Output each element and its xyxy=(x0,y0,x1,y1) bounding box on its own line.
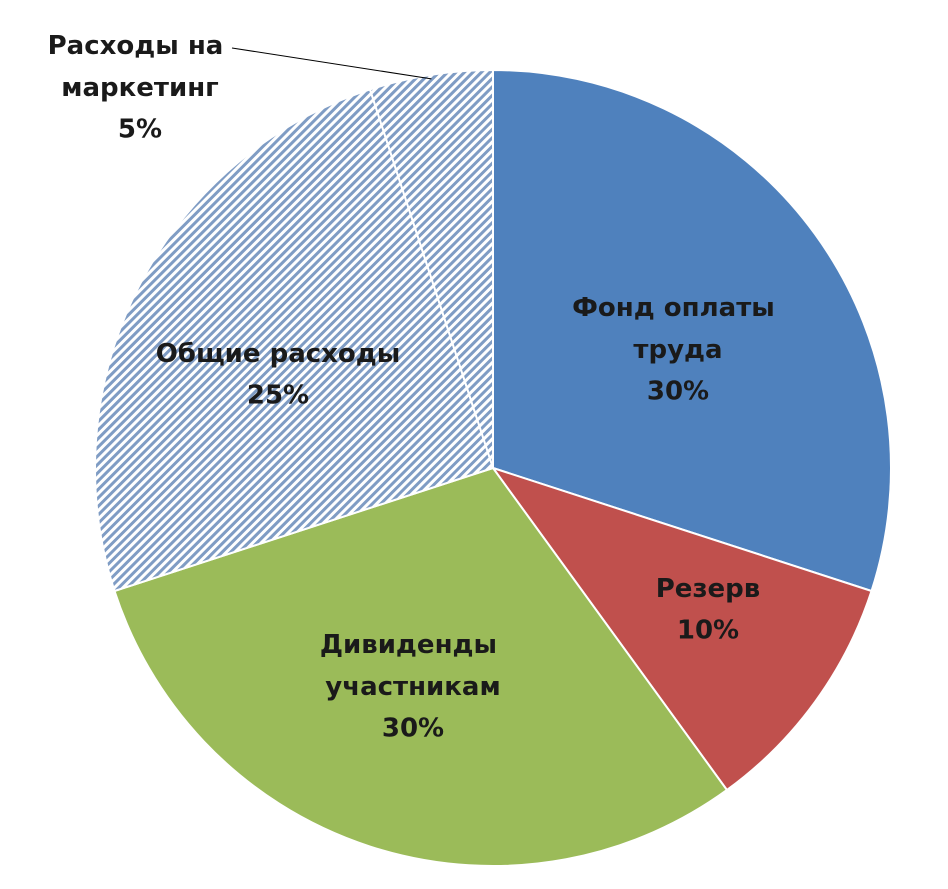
pie-slice xyxy=(113,466,729,867)
slice-label: Фонд оплаты труда xyxy=(572,293,784,365)
slice-label: Резерв xyxy=(656,574,761,604)
pie-slice xyxy=(490,466,873,792)
slice-label: Общие расходы xyxy=(156,339,401,369)
value-label: 10% xyxy=(677,616,739,646)
value-label: 30% xyxy=(647,377,709,407)
slice-label: Расходы на маркетинг xyxy=(48,31,233,103)
pie-slice xyxy=(94,88,495,593)
value-label: 5% xyxy=(118,115,162,145)
pie-slice xyxy=(368,68,494,469)
slice-label: Дивиденды участникам xyxy=(320,630,506,702)
value-label: 30% xyxy=(382,714,444,744)
value-label: 25% xyxy=(247,381,309,411)
leader-line xyxy=(231,47,432,80)
pie-slice xyxy=(492,68,892,593)
